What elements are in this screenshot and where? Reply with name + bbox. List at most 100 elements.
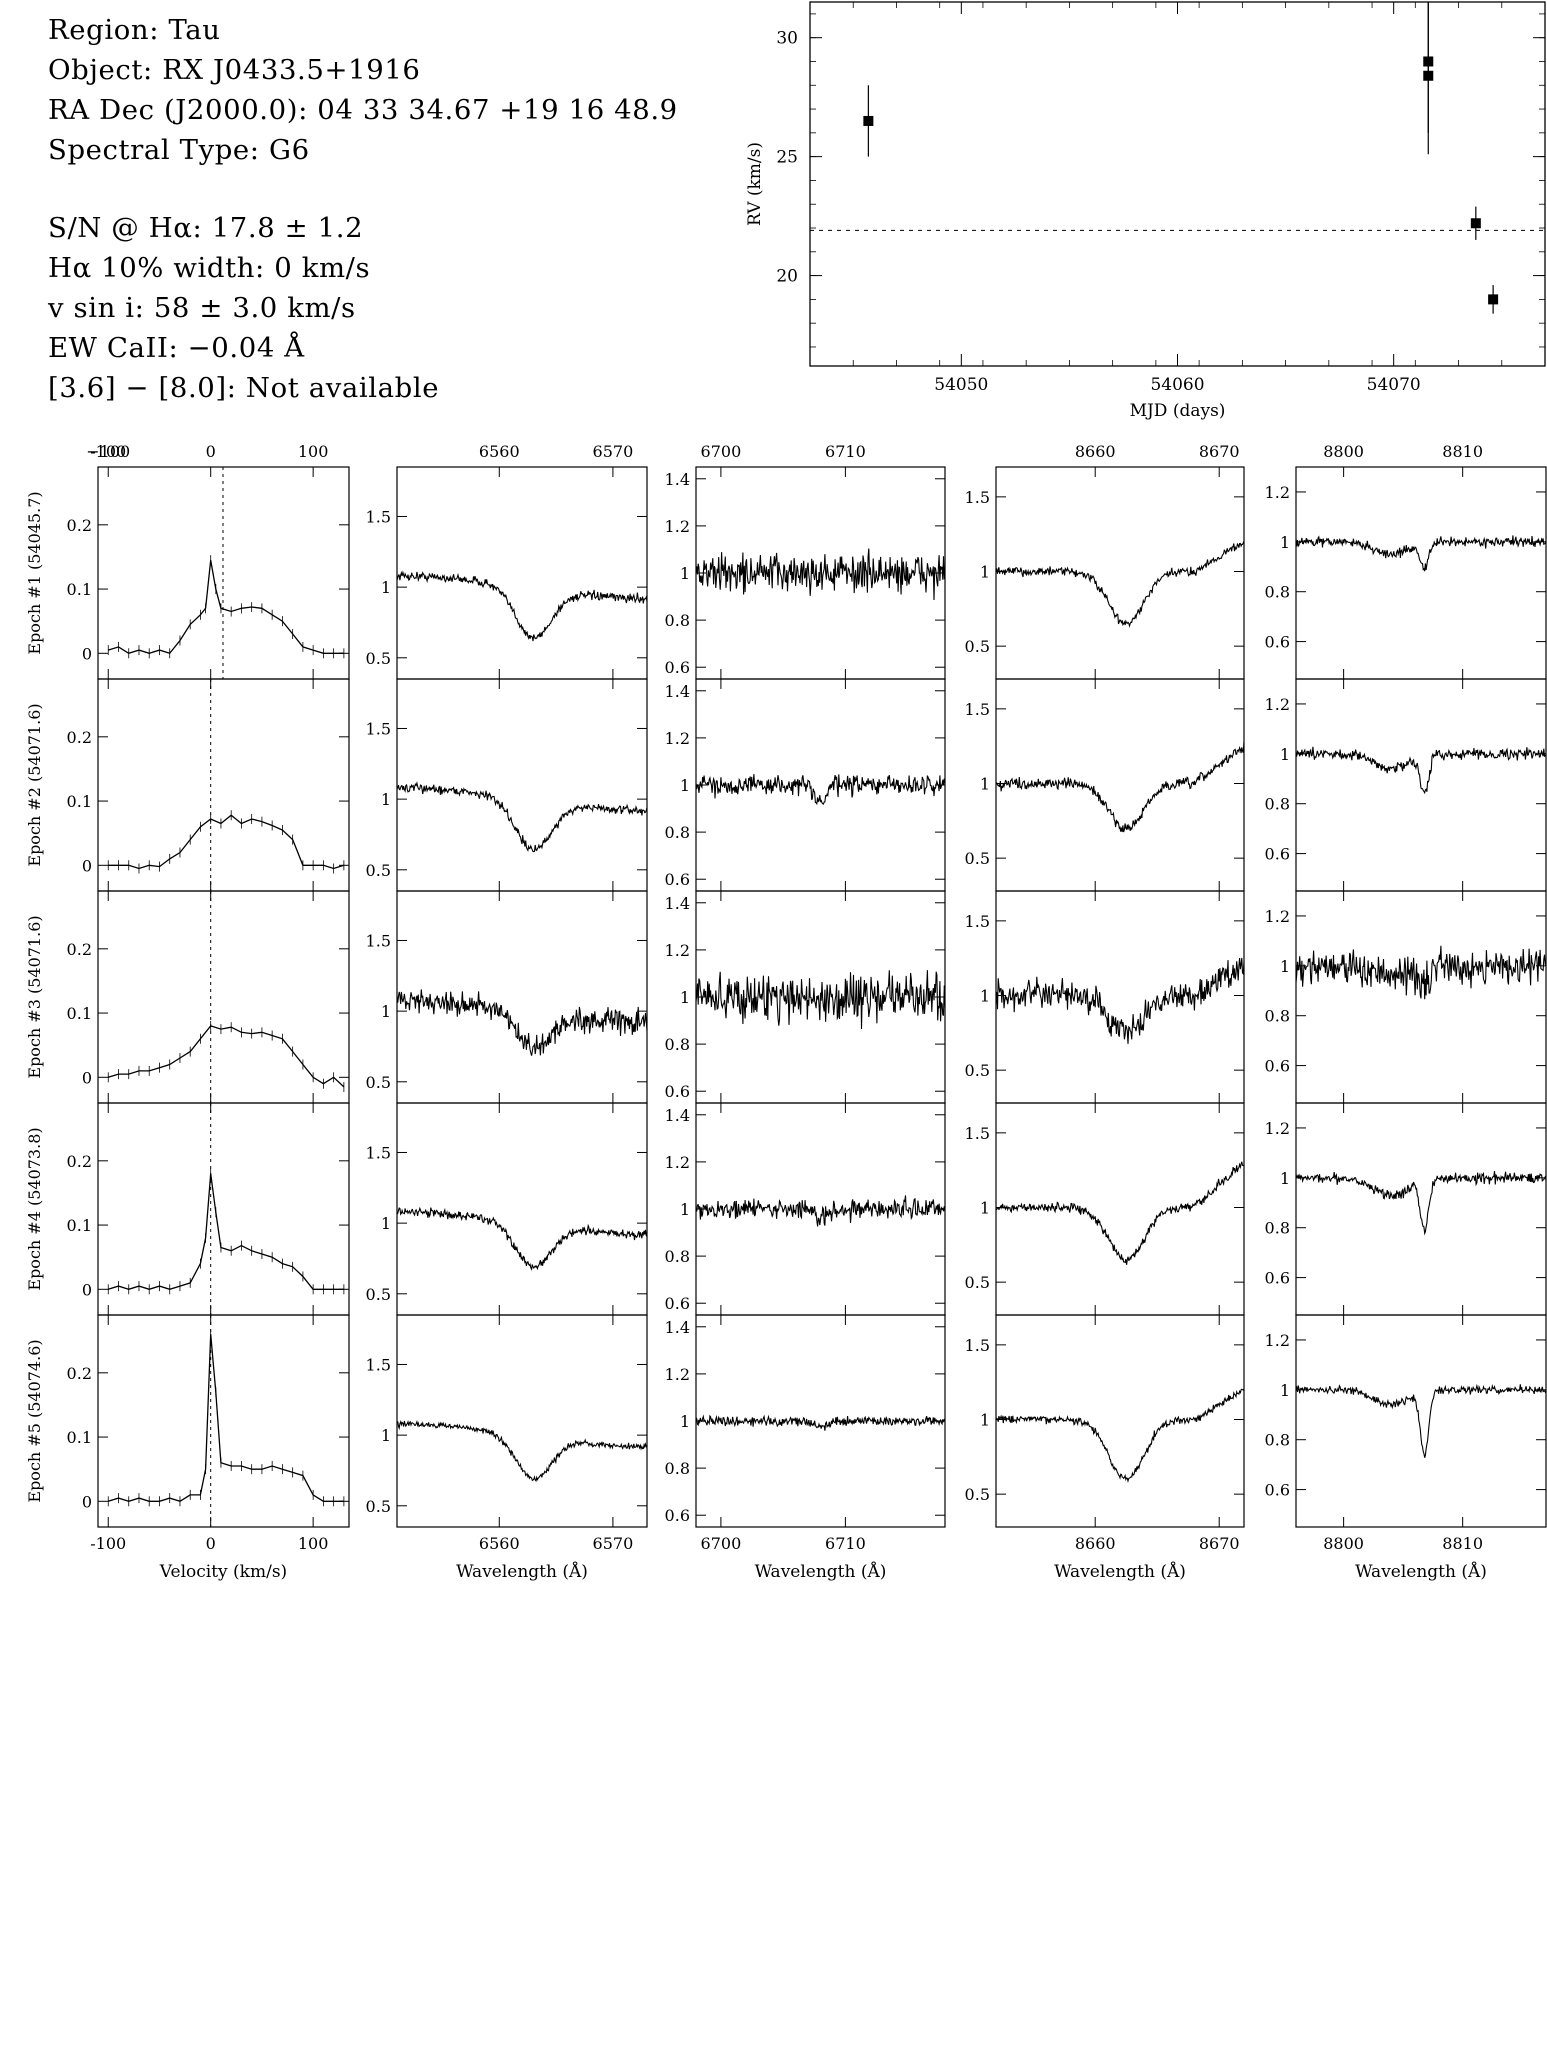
panel-ytick-label: 1.2: [1265, 695, 1290, 714]
epoch-label: Epoch #5 (54074.6): [25, 1339, 44, 1502]
panel-ytick-label: 1.4: [665, 682, 690, 701]
spectrum-trace: [695, 1195, 946, 1227]
info-panel: Region: Tau Object: RX J0433.5+1916 RA D…: [48, 10, 768, 408]
panel-ytick-label: 0.5: [965, 1485, 990, 1504]
panel-ytick-label: 0.6: [665, 1294, 690, 1313]
panel-ytick-label: 1: [1280, 957, 1290, 976]
rv-point: [1488, 294, 1499, 305]
panel-ytick-label: 1.2: [1265, 1331, 1290, 1350]
velocity-profile: [108, 814, 345, 870]
halpha-width-text: Hα 10% width: 0 km/s: [48, 252, 371, 284]
spectrum-trace: [396, 570, 648, 642]
panel-ytick-label: 0.1: [67, 580, 92, 599]
panel-xtick-label: 0: [206, 1534, 216, 1553]
panel-frame: [97, 466, 350, 680]
rv-point: [1470, 218, 1481, 229]
panel-xtick-label-top: 8800: [1323, 442, 1364, 461]
panel-ytick-label: 0.6: [665, 1082, 690, 1101]
spectrum-trace: [995, 957, 1245, 1044]
panel-ytick-label: 1: [381, 790, 391, 809]
panel-ytick-label: 0.8: [1265, 795, 1290, 814]
panel-ytick-label: 1: [1280, 1381, 1290, 1400]
rv-xtick-label: 54050: [934, 375, 988, 395]
panel-ytick-label: 1: [680, 1200, 690, 1219]
panel-frame: [995, 678, 1245, 892]
velocity-profile: [108, 1025, 345, 1088]
panel-ytick-label: 1.4: [665, 894, 690, 913]
panel-xtick-label-top: 0: [206, 442, 216, 461]
spectral-type-text: Spectral Type: G6: [48, 134, 310, 166]
panel-xtick-label-top: 8810: [1442, 442, 1483, 461]
rv-frame: [809, 1, 1546, 367]
panel-ytick-label: 0.2: [67, 728, 92, 747]
panel-ytick-label: 0: [82, 1068, 92, 1087]
spectrum-trace: [396, 989, 648, 1056]
panel-ytick-label: 0.6: [1265, 1057, 1290, 1076]
panel-ytick-label: 1.2: [1265, 907, 1290, 926]
panel-frame: [97, 678, 350, 892]
panel-xtick-label: 6570: [593, 1534, 634, 1553]
spectrum-trace: [996, 741, 1245, 833]
panel-ytick-label: 1.4: [665, 1318, 690, 1337]
panel-frame: [396, 466, 648, 680]
panel-ytick-label: 0.5: [366, 1497, 391, 1516]
panel-xtick-label-top: 8670: [1199, 442, 1240, 461]
velocity-profile: [108, 1334, 344, 1503]
panel-ytick-label: 0.1: [67, 1216, 92, 1235]
spectra-grid-container: 0 0.1 0.2 -100 0 100 −100 Epoch #1 (54045.7) 0.5…: [0, 430, 1547, 1600]
panel-ytick-label: 0.8: [665, 611, 690, 630]
panel-ytick-label: 1.5: [366, 1143, 391, 1162]
panel-ytick-label: 1.4: [665, 1106, 690, 1125]
panel-ytick-label: 1.4: [665, 470, 690, 489]
panel-xtick-label-top: 6700: [701, 442, 742, 461]
spectrum-trace: [995, 1388, 1245, 1484]
panel-ytick-label: 0.5: [366, 1285, 391, 1304]
velocity-profile: [108, 1173, 344, 1290]
spectrum-trace: [396, 781, 648, 853]
panel-frame: [995, 466, 1245, 680]
spectrum-trace: [695, 774, 946, 806]
panel-ytick-label: 0.8: [1265, 1431, 1290, 1450]
spectrum-trace: [396, 1419, 648, 1483]
panel-ytick-label: 1.2: [1265, 1119, 1290, 1138]
panel-ytick-label: 0.6: [665, 1506, 690, 1525]
panel-ytick-label: 1: [680, 988, 690, 1007]
rv-chart: 54050 54060 54070 20 25 30 MJD (days) RV (km/s): [745, 1, 1546, 421]
panel-ytick-label: 0.6: [1265, 1269, 1290, 1288]
panel-frame: [396, 678, 648, 892]
panel-ytick-label: 1.5: [965, 912, 990, 931]
panel-ytick-label: 1: [1280, 745, 1290, 764]
panel-ytick-label: 0.2: [67, 516, 92, 535]
panel-ytick-label: 0.6: [665, 658, 690, 677]
panel-ytick-label: 1: [680, 564, 690, 583]
panel-frame: [396, 890, 648, 1104]
panel-ytick-label: 0: [82, 644, 92, 663]
panel-frame: [1295, 466, 1547, 680]
panel-ytick-label: 1: [980, 1199, 990, 1218]
panel-frame: [695, 678, 946, 892]
panel-ytick-label: 1: [980, 1411, 990, 1430]
panel-xtick-label: -100: [90, 1534, 126, 1553]
panel-ytick-label: 1: [980, 775, 990, 794]
panel-ytick-label: 0.1: [67, 792, 92, 811]
panel-ytick-label: 1: [680, 1412, 690, 1431]
region-text: Region: Tau: [48, 14, 221, 46]
panel-frame: [97, 1314, 350, 1528]
panel-xtick-label-top: 100: [298, 442, 329, 461]
velocity-profile: [108, 560, 344, 655]
panel-ytick-label: 1.5: [366, 1355, 391, 1374]
panel-xtick-label-top: 8660: [1075, 442, 1116, 461]
panel-ytick-label: 1: [980, 987, 990, 1006]
info-gap: [48, 170, 768, 208]
rv-point: [1423, 70, 1434, 81]
panel-ytick-label: 0.5: [366, 861, 391, 880]
panel-ytick-label: 1.5: [965, 488, 990, 507]
panel-xtick-label: 6710: [825, 1534, 866, 1553]
sn-text: S/N @ Hα: 17.8 ± 1.2: [48, 212, 364, 244]
panel-ytick-label: 1: [381, 1426, 391, 1445]
panel-xtick-label: 8660: [1075, 1534, 1116, 1553]
vsini-text: v sin i: 58 ± 3.0 km/s: [48, 292, 356, 324]
panel-ytick-label: 1: [381, 578, 391, 597]
panel-ytick-label: 0: [82, 1492, 92, 1511]
panel-ytick-label: 1.5: [965, 1124, 990, 1143]
